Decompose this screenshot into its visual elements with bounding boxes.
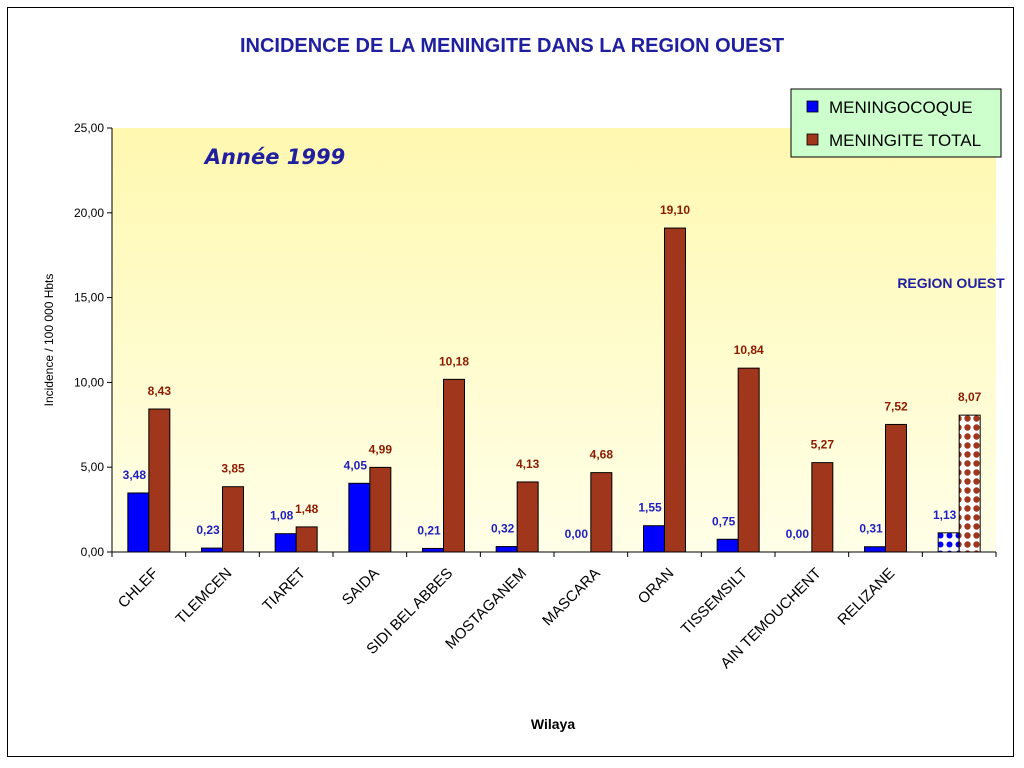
data-label-meningite-total: 5,27: [811, 438, 835, 452]
bar-meningite-total: [590, 472, 613, 553]
y-tick-label: 20,00: [74, 206, 104, 220]
chart-title: INCIDENCE DE LA MENINGITE DANS LA REGION…: [240, 35, 784, 57]
data-label-meningite-total: 7,52: [884, 399, 908, 413]
data-labels-group: 3,48 8,43 0,23 3,85 1,08 1,48 4,054,99 0,21 10,1…: [123, 203, 982, 541]
x-tick-label: TISSEMSILT: [678, 565, 751, 638]
data-label-meningite-total: 8,07: [958, 390, 982, 404]
bar-meningite-total: [516, 481, 539, 553]
chart-frame: [7, 7, 1014, 757]
bar-meningocoque: [422, 547, 444, 553]
bar-meningocoque: [937, 532, 960, 553]
data-label-meningocoque: 1,13: [933, 508, 957, 522]
bar-meningocoque: [127, 492, 150, 553]
bar-meningocoque: [716, 538, 739, 553]
data-label-meningocoque: 0,00: [565, 527, 589, 541]
y-tick-label: 15,00: [74, 291, 104, 305]
data-label-meningite-total: 1,48: [295, 502, 319, 516]
legend-swatch-meningite-total: [806, 133, 819, 146]
legend-label-meningite-total: MENINGITE TOTAL: [829, 131, 981, 150]
y-tick-label: 25,00: [74, 121, 104, 135]
bars-group: [127, 227, 981, 553]
legend: MENINGOCOQUE MENINGITE TOTAL: [790, 88, 1002, 158]
y-tick-label: 5,00: [81, 460, 105, 474]
bar-meningite-total: [885, 423, 907, 553]
bar-meningite-total: [443, 378, 465, 553]
bar-meningite-total: [148, 408, 171, 553]
data-label-meningocoque: 0,32: [491, 522, 515, 536]
bar-meningite-total: [811, 462, 834, 553]
legend-swatch-meningocoque: [806, 100, 819, 113]
data-label-meningocoque: 0,75: [712, 514, 736, 528]
data-label-meningite-total: 10,84: [734, 343, 764, 357]
x-tick-label: TLEMCEN: [173, 565, 236, 628]
data-label-meningocoque: 0,31: [859, 522, 883, 536]
y-axis: 0,00 5,00 10,00 15,00 20,00 25,00: [74, 121, 113, 559]
bar-meningite-total: [222, 486, 244, 553]
bar-meningocoque: [348, 482, 371, 553]
y-tick-label: 10,00: [74, 375, 104, 389]
plot-area: [112, 128, 996, 552]
bar-meningocoque: [495, 546, 518, 553]
data-label-meningite-total: 10,18: [439, 354, 469, 368]
bar-meningite-total: [369, 466, 392, 553]
x-tick-label: TIARET: [259, 565, 309, 615]
data-label-meningocoque: 4,05: [344, 458, 368, 472]
data-label-meningocoque: 0,21: [417, 523, 441, 537]
legend-box: [790, 88, 1002, 158]
x-tick-label: CHLEF: [115, 565, 162, 612]
bar-meningocoque: [274, 533, 297, 553]
year-annotation: Année 1999: [203, 145, 345, 169]
data-label-meningocoque: 3,48: [123, 468, 147, 482]
x-tick-label: MASCARA: [539, 565, 603, 629]
x-tick-label: SAIDA: [339, 565, 383, 609]
data-label-meningocoque: 1,55: [638, 501, 662, 515]
data-label-meningite-total: 4,13: [516, 457, 540, 471]
x-tick-label: ORAN: [635, 565, 678, 608]
data-label-meningite-total: 4,99: [369, 442, 393, 456]
bar-meningocoque: [201, 547, 223, 553]
data-label-meningite-total: 8,43: [148, 384, 172, 398]
data-label-meningocoque: 1,08: [270, 509, 294, 523]
bar-meningocoque: [643, 525, 665, 553]
data-label-meningite-total: 4,68: [590, 448, 614, 462]
y-axis-label: Incidence / 100 000 Hbts: [42, 274, 56, 407]
x-axis-label: Wilaya: [531, 716, 575, 732]
region-label: REGION OUEST: [897, 275, 1005, 291]
bar-meningite-total: [737, 367, 760, 553]
data-label-meningocoque: 0,23: [196, 523, 220, 537]
bar-meningite-total: [958, 414, 981, 553]
data-label-meningocoque: 0,00: [786, 527, 810, 541]
x-tick-label: MOSTAGANEM: [442, 565, 530, 653]
x-tick-label: RELIZANE: [834, 565, 898, 629]
data-label-meningite-total: 19,10: [660, 203, 690, 217]
data-label-meningite-total: 3,85: [221, 462, 245, 476]
y-tick-label: 0,00: [81, 545, 105, 559]
bar-meningite-total: [295, 526, 318, 553]
bar-meningite-total: [664, 227, 686, 553]
legend-label-meningocoque: MENINGOCOQUE: [829, 98, 973, 117]
bar-meningocoque: [864, 546, 886, 553]
